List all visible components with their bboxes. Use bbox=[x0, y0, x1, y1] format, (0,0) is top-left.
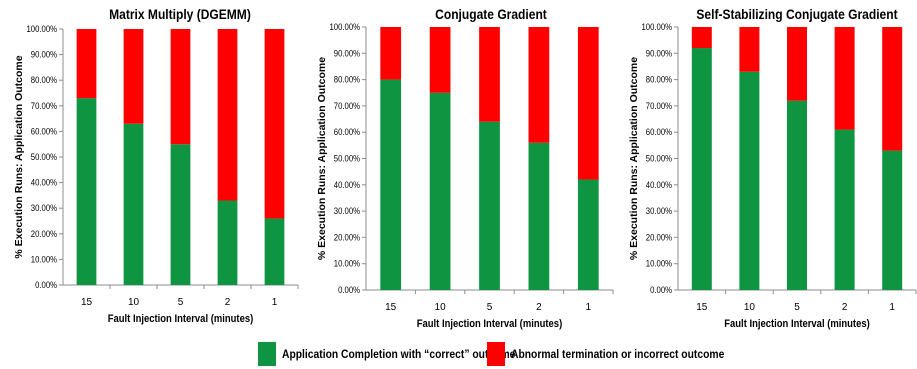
x-tick-label: 1 bbox=[586, 302, 592, 313]
chart-panel-2: Conjugate Gradient % Execution Runs: Appl… bbox=[316, 6, 614, 330]
bar-abnormal bbox=[787, 27, 807, 101]
y-tick-label: 0.00% bbox=[35, 279, 57, 290]
y-tick-label: 70.00% bbox=[646, 100, 673, 111]
bar-correct bbox=[834, 129, 855, 290]
y-tick-label: 30.00% bbox=[31, 203, 58, 214]
x-axis-label: Fault Injection Interval (minutes) bbox=[417, 318, 562, 330]
y-tick-label: 90.00% bbox=[646, 48, 673, 59]
y-tick-label: 80.00% bbox=[334, 74, 361, 85]
x-tick-label: 2 bbox=[842, 302, 848, 313]
y-tick-label: 80.00% bbox=[31, 75, 58, 86]
legend-swatch-correct bbox=[258, 342, 276, 366]
y-axis-label: % Execution Runs: Application Outcome bbox=[628, 57, 640, 260]
chart-panel-1: Matrix Multiply (DGEMM) % Execution Runs:… bbox=[13, 6, 299, 325]
y-tick-label: 50.00% bbox=[646, 153, 673, 164]
x-axis-label: Fault Injection Interval (minutes) bbox=[724, 318, 869, 330]
y-tick-label: 30.00% bbox=[334, 206, 361, 217]
x-tick-label: 2 bbox=[225, 297, 231, 308]
bar-abnormal bbox=[528, 27, 550, 143]
y-tick-label: 60.00% bbox=[646, 127, 673, 138]
y-axis-label: % Execution Runs: Application Outcome bbox=[13, 55, 25, 258]
y-tick-label: 20.00% bbox=[31, 228, 58, 239]
x-tick-label: 10 bbox=[435, 302, 447, 313]
bar-correct bbox=[528, 142, 550, 290]
bar-correct bbox=[264, 218, 285, 285]
y-tick-label: 100.00% bbox=[27, 23, 58, 34]
y-tick-label: 0.00% bbox=[650, 284, 672, 295]
bar-correct bbox=[76, 98, 97, 286]
legend-label-correct: Application Completion with “correct” ou… bbox=[282, 347, 516, 361]
y-tick-label: 40.00% bbox=[31, 177, 58, 188]
y-tick-label: 60.00% bbox=[31, 126, 58, 137]
bar-abnormal bbox=[882, 27, 903, 151]
legend-label-abnormal: Abnormal termination or incorrect outcom… bbox=[511, 347, 725, 361]
bar-abnormal bbox=[479, 27, 500, 122]
bar-correct bbox=[479, 121, 500, 291]
bar-correct bbox=[217, 200, 238, 285]
bar-abnormal bbox=[264, 29, 285, 219]
bar-correct bbox=[691, 48, 712, 290]
y-tick-label: 40.00% bbox=[334, 179, 361, 190]
bar-correct bbox=[380, 79, 402, 290]
bar-correct bbox=[577, 179, 599, 290]
bar-abnormal bbox=[429, 27, 451, 93]
y-tick-label: 80.00% bbox=[646, 74, 673, 85]
x-tick-label: 10 bbox=[128, 297, 140, 308]
y-tick-label: 70.00% bbox=[334, 100, 361, 111]
y-tick-label: 0.00% bbox=[338, 284, 360, 295]
bar-abnormal bbox=[76, 29, 97, 99]
bar-abnormal bbox=[217, 29, 238, 201]
y-tick-label: 20.00% bbox=[334, 232, 361, 243]
x-tick-label: 15 bbox=[81, 297, 93, 308]
bar-correct bbox=[882, 150, 903, 290]
chart-title: Self-Stabilizing Conjugate Gradient bbox=[696, 6, 898, 22]
y-tick-label: 50.00% bbox=[31, 151, 58, 162]
x-tick-label: 1 bbox=[889, 302, 895, 313]
legend: Application Completion with “correct” ou… bbox=[0, 342, 917, 366]
y-tick-label: 90.00% bbox=[334, 48, 361, 59]
chart-panel-3: Self-Stabilizing Conjugate Gradient % Exe… bbox=[628, 6, 917, 330]
y-tick-label: 50.00% bbox=[334, 153, 361, 164]
bar-correct bbox=[787, 100, 807, 290]
y-tick-label: 40.00% bbox=[646, 179, 673, 190]
x-tick-label: 15 bbox=[696, 302, 708, 313]
y-tick-label: 20.00% bbox=[646, 232, 673, 243]
bar-abnormal bbox=[739, 27, 760, 72]
x-tick-label: 10 bbox=[744, 302, 756, 313]
y-axis-label: % Execution Runs: Application Outcome bbox=[316, 57, 328, 260]
y-tick-label: 30.00% bbox=[646, 206, 673, 217]
x-tick-label: 5 bbox=[178, 297, 184, 308]
y-tick-label: 10.00% bbox=[31, 254, 58, 265]
x-tick-label: 15 bbox=[385, 302, 397, 313]
bar-abnormal bbox=[691, 27, 712, 49]
bar-abnormal bbox=[577, 27, 599, 180]
y-tick-label: 100.00% bbox=[330, 21, 361, 32]
x-tick-label: 5 bbox=[487, 302, 493, 313]
chart-title: Matrix Multiply (DGEMM) bbox=[109, 6, 251, 22]
legend-swatch-abnormal bbox=[487, 342, 505, 366]
bar-correct bbox=[429, 92, 451, 290]
y-tick-label: 10.00% bbox=[334, 258, 361, 269]
y-tick-label: 10.00% bbox=[646, 258, 673, 269]
bar-correct bbox=[123, 123, 144, 285]
y-tick-label: 70.00% bbox=[31, 100, 58, 111]
bar-abnormal bbox=[170, 29, 191, 145]
x-axis-label: Fault Injection Interval (minutes) bbox=[108, 313, 253, 325]
bar-abnormal bbox=[380, 27, 402, 80]
legend-item-abnormal: Abnormal termination or incorrect outcom… bbox=[487, 342, 759, 366]
y-tick-label: 90.00% bbox=[31, 49, 58, 60]
chart-title: Conjugate Gradient bbox=[435, 6, 547, 22]
bar-correct bbox=[739, 71, 760, 291]
x-tick-label: 1 bbox=[272, 297, 278, 308]
y-tick-label: 60.00% bbox=[334, 127, 361, 138]
x-tick-label: 2 bbox=[536, 302, 542, 313]
bar-correct bbox=[170, 144, 191, 285]
y-tick-label: 100.00% bbox=[642, 21, 673, 32]
x-tick-label: 5 bbox=[794, 302, 800, 313]
charts-canvas: Matrix Multiply (DGEMM) % Execution Runs:… bbox=[13, 6, 917, 330]
bar-abnormal bbox=[834, 27, 855, 130]
bar-abnormal bbox=[123, 29, 144, 124]
legend-item-correct: Application Completion with “correct” ou… bbox=[258, 342, 553, 366]
